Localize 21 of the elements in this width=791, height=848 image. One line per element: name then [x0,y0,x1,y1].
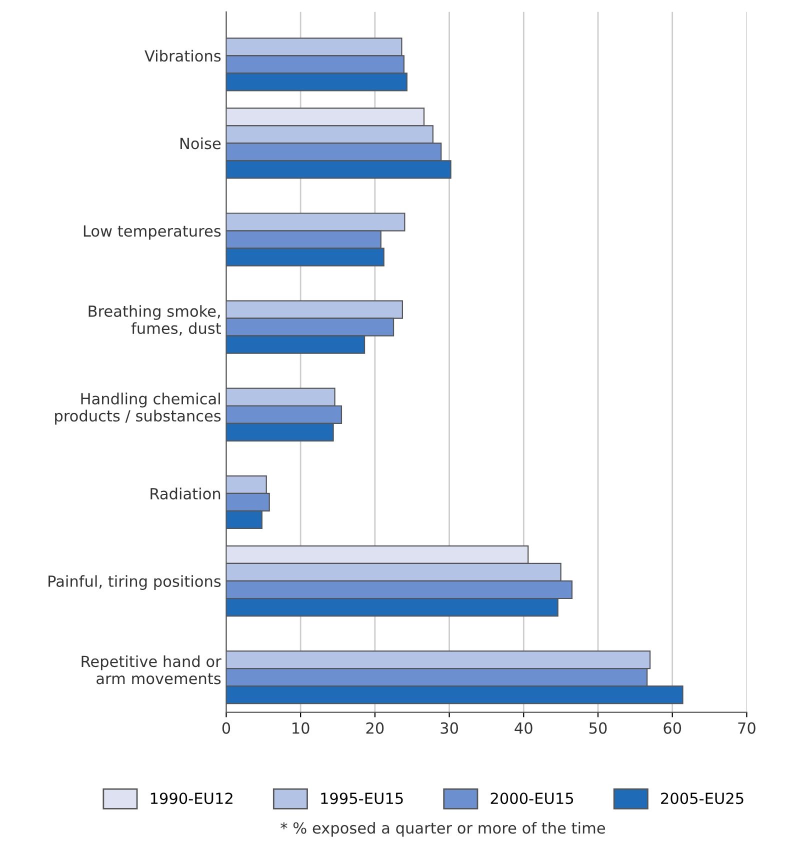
y-tick-label: Vibrations [144,50,221,62]
x-tick-label: 70 [738,722,756,734]
y-tick-label: Breathing smoke, fumes, dust [88,305,222,336]
y-tick-label: Painful, tiring positions [48,575,221,590]
y-tick-label: Handling chemical products / substances [55,392,221,425]
y-tick-label: Repetitive hand or arm movements [82,655,222,684]
x-tick-label: 0 [222,722,230,734]
text: * % exposed a quarter or more of the time [280,822,605,837]
x-tick-label: 50 [589,722,607,734]
y-tick-label: Low temperatures [84,225,221,240]
y-tick-label: Radiation [150,488,220,500]
x-tick-label: 60 [664,722,682,734]
y-tick-label: Noise [180,137,221,150]
x-tick-label: 40 [514,722,532,734]
legend-label: 2005-EU25 [661,792,744,804]
legend-label: 2000-EU15 [490,792,574,804]
x-tick-label: 20 [366,722,384,734]
x-tick-label: 30 [440,722,458,734]
x-tick-label: 10 [292,722,310,734]
legend-label: 1995-EU15 [321,792,403,804]
legend-label: 1990-EU12 [150,792,232,804]
